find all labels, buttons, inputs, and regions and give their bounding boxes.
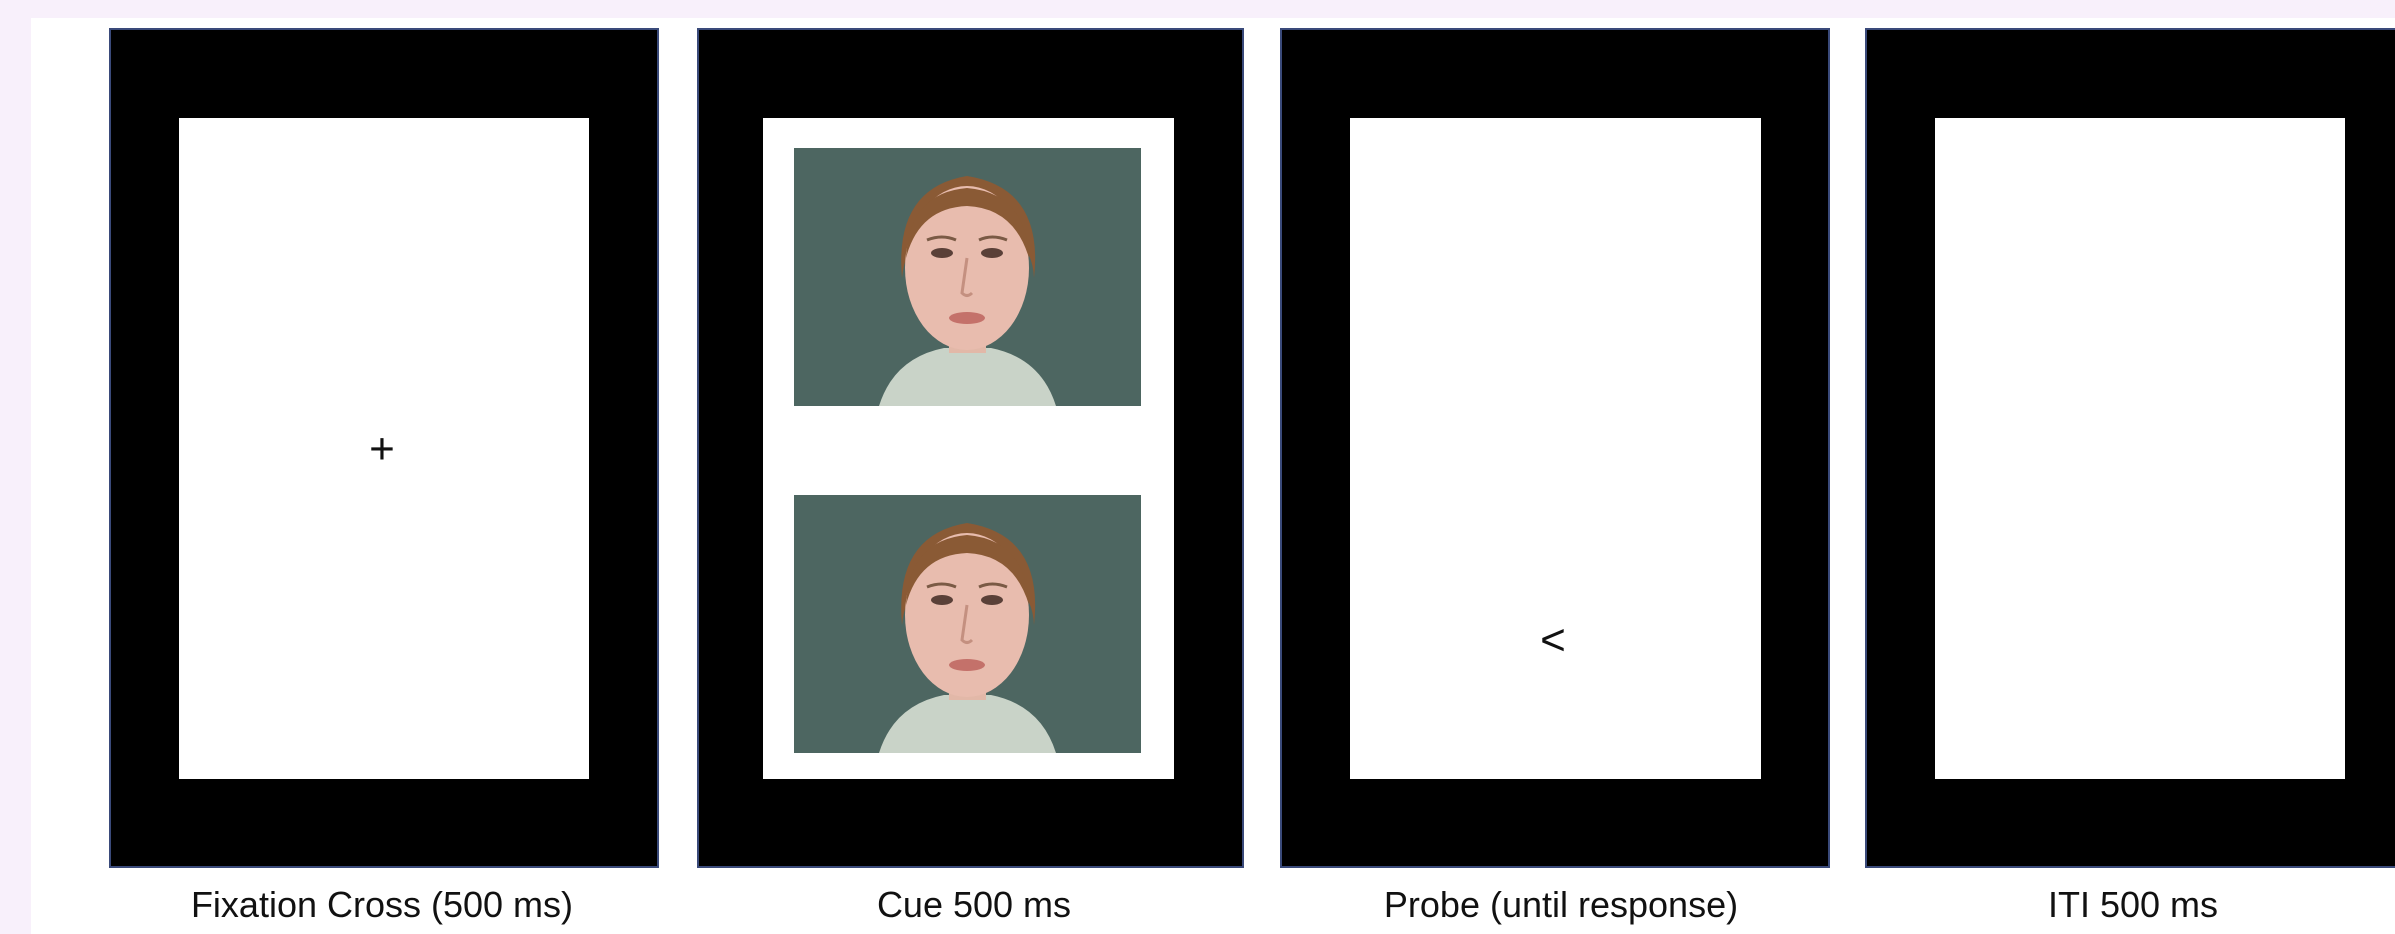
panel: Cue 500 ms xyxy=(698,29,1243,925)
face-image xyxy=(794,495,1141,753)
face-image xyxy=(794,148,1141,406)
panel: < Probe (until response) xyxy=(1281,29,1829,925)
panel-label: Fixation Cross (500 ms) xyxy=(191,884,573,925)
panel-label: ITI 500 ms xyxy=(2048,884,2218,925)
fixation-cross: + xyxy=(369,425,395,474)
panel-label: Probe (until response) xyxy=(1384,884,1738,925)
screen xyxy=(1350,118,1761,779)
probe-arrow: < xyxy=(1540,616,1566,665)
screen xyxy=(1935,118,2345,779)
panel: ITI 500 ms xyxy=(1866,29,2395,925)
page: + Fixation Cross (500 ms) Cue 500 ms < P… xyxy=(0,0,2395,934)
trial-diagram: + Fixation Cross (500 ms) Cue 500 ms < P… xyxy=(0,0,2395,934)
panel: + Fixation Cross (500 ms) xyxy=(110,29,658,925)
panel-label: Cue 500 ms xyxy=(877,884,1071,925)
